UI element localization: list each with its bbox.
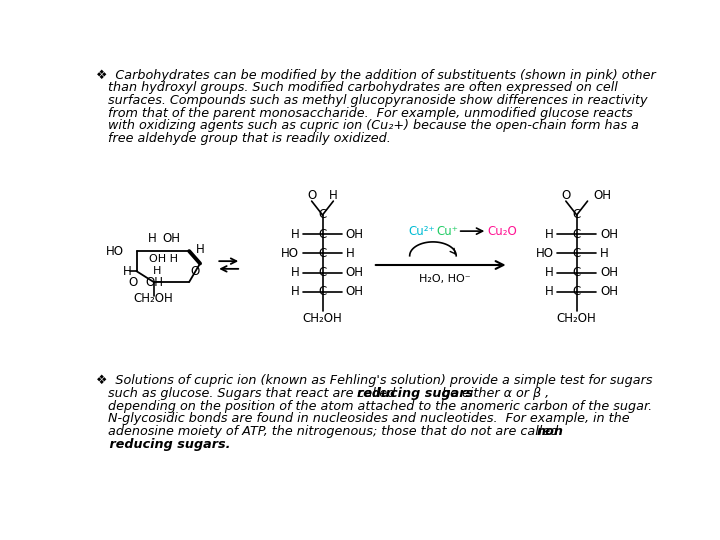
- Text: C: C: [318, 286, 327, 299]
- Text: non: non: [536, 425, 564, 438]
- Text: C: C: [318, 247, 327, 260]
- Text: C: C: [572, 208, 581, 221]
- Text: OH: OH: [600, 228, 618, 241]
- Text: CH₂OH: CH₂OH: [134, 292, 174, 306]
- Text: H: H: [153, 266, 161, 276]
- Text: reducing sugars.: reducing sugars.: [96, 438, 230, 451]
- Text: C: C: [572, 228, 581, 241]
- Text: from that of the parent monosaccharide.  For example, unmodified glucose reacts: from that of the parent monosaccharide. …: [96, 107, 633, 120]
- Text: such as glucose. Sugars that react are called: such as glucose. Sugars that react are c…: [96, 387, 400, 400]
- Text: ❖  Carbohydrates can be modified by the addition of substituents (shown in pink): ❖ Carbohydrates can be modified by the a…: [96, 69, 656, 82]
- Text: H: H: [329, 189, 338, 202]
- Text: H: H: [600, 247, 608, 260]
- Text: OH: OH: [163, 232, 181, 245]
- Text: Cu₂O: Cu₂O: [487, 225, 517, 238]
- Text: H: H: [545, 286, 554, 299]
- Text: H: H: [290, 266, 300, 279]
- Text: H: H: [290, 286, 300, 299]
- Text: OH H: OH H: [149, 254, 178, 264]
- Text: OH: OH: [600, 286, 618, 299]
- Text: OH: OH: [346, 228, 364, 241]
- Text: HO: HO: [106, 245, 124, 258]
- Text: OH: OH: [594, 189, 612, 202]
- Text: H: H: [290, 228, 300, 241]
- Text: C: C: [318, 228, 327, 241]
- Text: O: O: [191, 266, 200, 279]
- Text: CH₂OH: CH₂OH: [557, 313, 597, 326]
- Text: ❖  Solutions of cupric ion (known as Fehling's solution) provide a simple test f: ❖ Solutions of cupric ion (known as Fehl…: [96, 374, 653, 387]
- Text: Cu²⁺: Cu²⁺: [408, 225, 435, 238]
- Text: H: H: [346, 247, 354, 260]
- Text: H: H: [195, 243, 204, 256]
- Text: H: H: [545, 228, 554, 241]
- Text: OH: OH: [346, 266, 364, 279]
- Text: H: H: [545, 266, 554, 279]
- Text: OH: OH: [145, 276, 164, 289]
- Text: with oxidizing agents such as cupric ion (Cu₂+) because the open-chain form has : with oxidizing agents such as cupric ion…: [96, 119, 639, 132]
- Text: O: O: [561, 189, 570, 202]
- Text: C: C: [572, 247, 581, 260]
- Text: CH₂OH: CH₂OH: [302, 313, 343, 326]
- Text: be either α or β ,: be either α or β ,: [438, 387, 549, 400]
- Text: H: H: [123, 265, 132, 278]
- Text: depending on the position of the atom attached to the anomeric carbon of the sug: depending on the position of the atom at…: [96, 400, 652, 413]
- Text: C: C: [572, 266, 581, 279]
- Text: OH: OH: [600, 266, 618, 279]
- Text: reducing sugars: reducing sugars: [356, 387, 473, 400]
- Text: adenosine moiety of ATP, the nitrogenous; those that do not are called: adenosine moiety of ATP, the nitrogenous…: [96, 425, 562, 438]
- Text: O: O: [128, 276, 138, 289]
- Text: HO: HO: [536, 247, 554, 260]
- Text: N-glycosidic bonds are found in nucleosides and nucleotides.  For example, in th: N-glycosidic bonds are found in nucleosi…: [96, 413, 630, 426]
- Text: OH: OH: [346, 286, 364, 299]
- Text: Cu⁺: Cu⁺: [436, 225, 458, 238]
- Text: C: C: [572, 286, 581, 299]
- Text: HO: HO: [282, 247, 300, 260]
- Text: free aldehyde group that is readily oxidized.: free aldehyde group that is readily oxid…: [96, 132, 391, 145]
- Text: than hydroxyl groups. Such modified carbohydrates are often expressed on cell: than hydroxyl groups. Such modified carb…: [96, 82, 618, 94]
- Text: O: O: [307, 189, 316, 202]
- Text: H₂O, HO⁻: H₂O, HO⁻: [419, 274, 470, 284]
- Text: H: H: [148, 232, 156, 245]
- Text: C: C: [318, 208, 327, 221]
- Text: C: C: [318, 266, 327, 279]
- Text: surfaces. Compounds such as methyl glucopyranoside show differences in reactivit: surfaces. Compounds such as methyl gluco…: [96, 94, 648, 107]
